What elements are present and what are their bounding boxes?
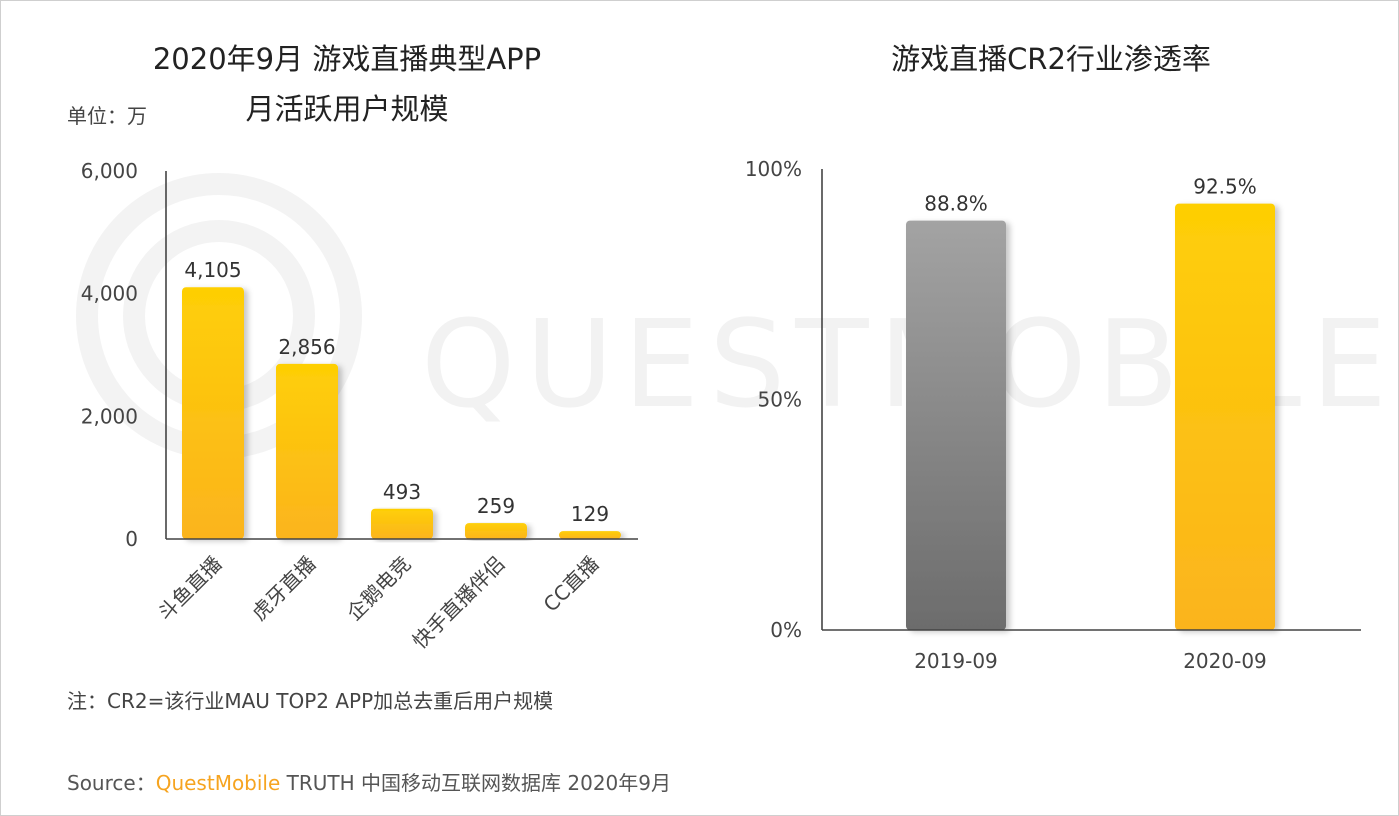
mau-category-label: 快手直播伴侣 [408, 552, 510, 654]
mau-bar-value-label: 2,856 [278, 335, 335, 359]
mau-bar [182, 287, 244, 539]
mau-bar-value-label: 259 [477, 494, 515, 518]
mau-bar-value-label: 129 [571, 502, 609, 526]
mau-y-tick-label: 2,000 [81, 404, 138, 428]
mau-category-label: CC直播 [539, 552, 604, 617]
mau-category-label: 虎牙直播 [247, 552, 321, 626]
mau-chart-title-line1: 2020年9月 游戏直播典型APP [153, 42, 541, 76]
mau-bar [465, 523, 527, 539]
mau-y-tick-label: 0 [125, 527, 138, 551]
cr2-chart-title: 游戏直播CR2行业渗透率 [891, 42, 1211, 76]
source-brand: QuestMobile [155, 771, 281, 795]
mau-chart-unit: 单位：万 [67, 104, 147, 128]
mau-y-tick-label: 6,000 [81, 159, 138, 183]
cr2-chart: 游戏直播CR2行业渗透率 0% 50% 100% 88.8% 92.5% 2019-0… [745, 42, 1361, 673]
cr2-bar-value-label: 92.5% [1193, 175, 1257, 199]
mau-y-tick-label: 4,000 [81, 282, 138, 306]
cr2-category-label: 2020-09 [1183, 649, 1267, 673]
cr2-bar [1175, 203, 1275, 630]
mau-bar-value-label: 4,105 [184, 258, 241, 282]
cr2-bar-value-label: 88.8% [924, 192, 988, 216]
source-line: Source：QuestMobile TRUTH 中国移动互联网数据库 2020… [67, 767, 671, 796]
mau-bar-value-label: 493 [383, 480, 421, 504]
cr2-y-tick-label: 100% [745, 157, 802, 181]
mau-category-label: 企鹅电竞 [342, 552, 416, 626]
mau-bar [559, 531, 621, 539]
cr2-category-label: 2019-09 [914, 649, 998, 673]
cr2-bar [906, 220, 1006, 630]
source-suffix: TRUTH 中国移动互联网数据库 2020年9月 [280, 771, 671, 795]
mau-chart-title-line2: 月活跃用户规模 [245, 92, 448, 126]
cr2-y-tick-label: 50% [758, 388, 802, 412]
cr2-y-tick-label: 0% [770, 618, 802, 642]
source-prefix: Source： [67, 771, 156, 795]
mau-category-label: 斗鱼直播 [153, 552, 227, 626]
footnote: 注：CR2=该行业MAU TOP2 APP加总去重后用户规模 [67, 689, 554, 713]
mau-bar [276, 363, 338, 539]
mau-bar [371, 508, 433, 539]
